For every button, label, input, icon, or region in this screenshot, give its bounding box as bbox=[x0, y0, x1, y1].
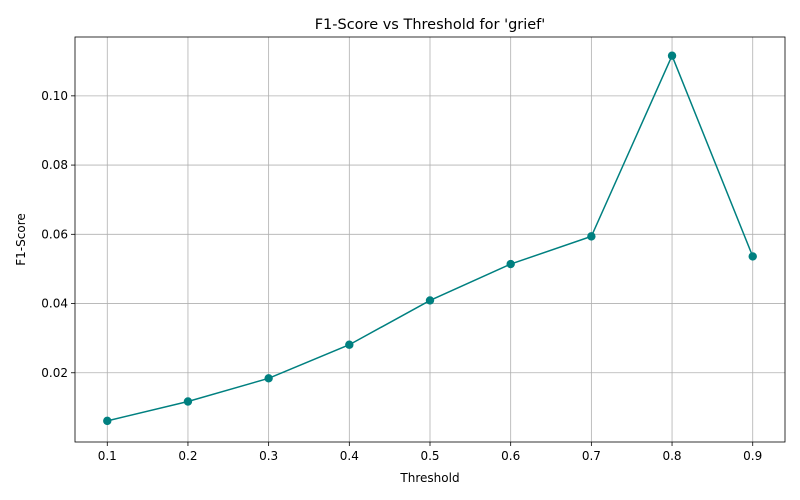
x-tick-label: 0.1 bbox=[98, 449, 117, 463]
y-tick-label: 0.04 bbox=[41, 297, 68, 311]
x-tick-label: 0.2 bbox=[178, 449, 197, 463]
data-point bbox=[506, 259, 515, 269]
x-axis-ticks: 0.1 0.2 0.3 0.4 0.5 0.6 0.7 0.8 0.9 bbox=[98, 442, 762, 463]
x-tick-label: 0.8 bbox=[662, 449, 681, 463]
x-tick-label: 0.6 bbox=[501, 449, 520, 463]
y-tick-label: 0.08 bbox=[41, 158, 68, 172]
data-point bbox=[264, 374, 273, 383]
data-point bbox=[103, 416, 112, 426]
x-axis-label: Threshold bbox=[399, 471, 459, 485]
x-tick-label: 0.3 bbox=[259, 449, 278, 463]
y-axis-label: F1-Score bbox=[14, 213, 28, 265]
x-tick-label: 0.4 bbox=[340, 449, 359, 463]
data-point bbox=[345, 340, 354, 349]
grid bbox=[75, 37, 785, 442]
series-layer bbox=[103, 51, 757, 426]
data-point bbox=[425, 296, 435, 305]
y-tick-label: 0.02 bbox=[41, 366, 68, 380]
x-tick-label: 0.9 bbox=[743, 449, 762, 463]
x-tick-label: 0.5 bbox=[420, 449, 439, 463]
x-tick-label: 0.7 bbox=[582, 449, 601, 463]
data-point bbox=[587, 232, 596, 241]
chart-title: F1-Score vs Threshold for 'grief' bbox=[315, 17, 546, 33]
y-tick-label: 0.10 bbox=[41, 89, 68, 103]
y-axis-ticks: 0.02 0.04 0.06 0.08 0.10 bbox=[41, 89, 75, 380]
data-point bbox=[183, 397, 193, 406]
data-point bbox=[667, 51, 677, 60]
data-point bbox=[748, 252, 757, 261]
y-tick-label: 0.06 bbox=[41, 227, 68, 241]
